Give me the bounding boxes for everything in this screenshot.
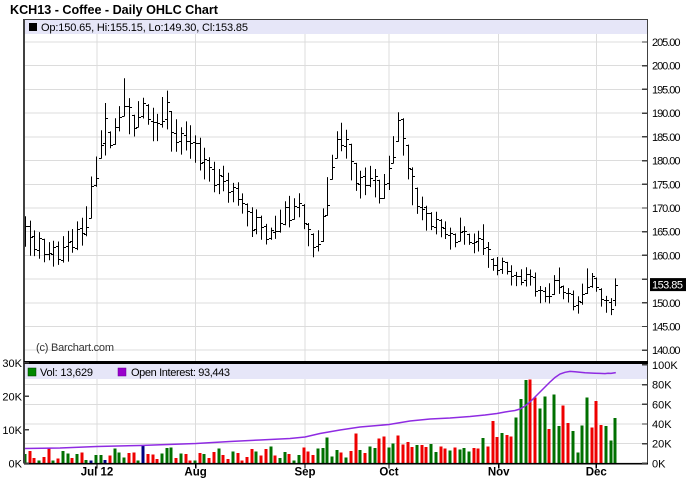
svg-text:195.00: 195.00 bbox=[652, 84, 681, 96]
svg-text:Aug: Aug bbox=[184, 467, 206, 479]
svg-text:KCH13 - Coffee - Daily OHLC Ch: KCH13 - Coffee - Daily OHLC Chart bbox=[10, 3, 219, 17]
svg-text:Dec: Dec bbox=[586, 467, 608, 479]
svg-text:160.00: 160.00 bbox=[652, 250, 681, 262]
svg-text:Vol: 13,629: Vol: 13,629 bbox=[40, 367, 93, 379]
svg-text:153.85: 153.85 bbox=[652, 280, 683, 292]
svg-text:150.00: 150.00 bbox=[652, 298, 681, 310]
svg-text:80K: 80K bbox=[652, 380, 672, 392]
svg-text:0K: 0K bbox=[9, 458, 23, 470]
svg-text:190.00: 190.00 bbox=[652, 108, 681, 120]
svg-text:20K: 20K bbox=[652, 439, 672, 451]
svg-text:100K: 100K bbox=[652, 360, 678, 372]
svg-text:175.00: 175.00 bbox=[652, 179, 681, 191]
svg-text:170.00: 170.00 bbox=[652, 203, 681, 215]
svg-text:Nov: Nov bbox=[488, 467, 510, 479]
svg-text:40K: 40K bbox=[652, 419, 672, 431]
svg-text:10K: 10K bbox=[2, 425, 22, 437]
svg-text:60K: 60K bbox=[652, 399, 672, 411]
svg-text:Sep: Sep bbox=[294, 467, 315, 479]
svg-text:200.00: 200.00 bbox=[652, 61, 681, 73]
svg-text:145.00: 145.00 bbox=[652, 322, 681, 334]
svg-text:165.00: 165.00 bbox=[652, 227, 681, 239]
svg-text:Op:150.65, Hi:155.15, Lo:149.3: Op:150.65, Hi:155.15, Lo:149.30, Cl:153.… bbox=[41, 22, 248, 34]
svg-text:30K: 30K bbox=[2, 358, 22, 370]
svg-text:140.00: 140.00 bbox=[652, 345, 681, 357]
svg-text:180.00: 180.00 bbox=[652, 156, 681, 168]
svg-text:20K: 20K bbox=[2, 391, 22, 403]
svg-text:Jul 12: Jul 12 bbox=[81, 467, 114, 479]
svg-text:Open Interest: 93,443: Open Interest: 93,443 bbox=[131, 367, 230, 379]
svg-text:185.00: 185.00 bbox=[652, 132, 681, 144]
svg-text:205.00: 205.00 bbox=[652, 37, 681, 49]
svg-text:0K: 0K bbox=[652, 458, 666, 470]
svg-text:(c) Barchart.com: (c) Barchart.com bbox=[36, 342, 114, 354]
svg-text:Oct: Oct bbox=[379, 467, 398, 479]
